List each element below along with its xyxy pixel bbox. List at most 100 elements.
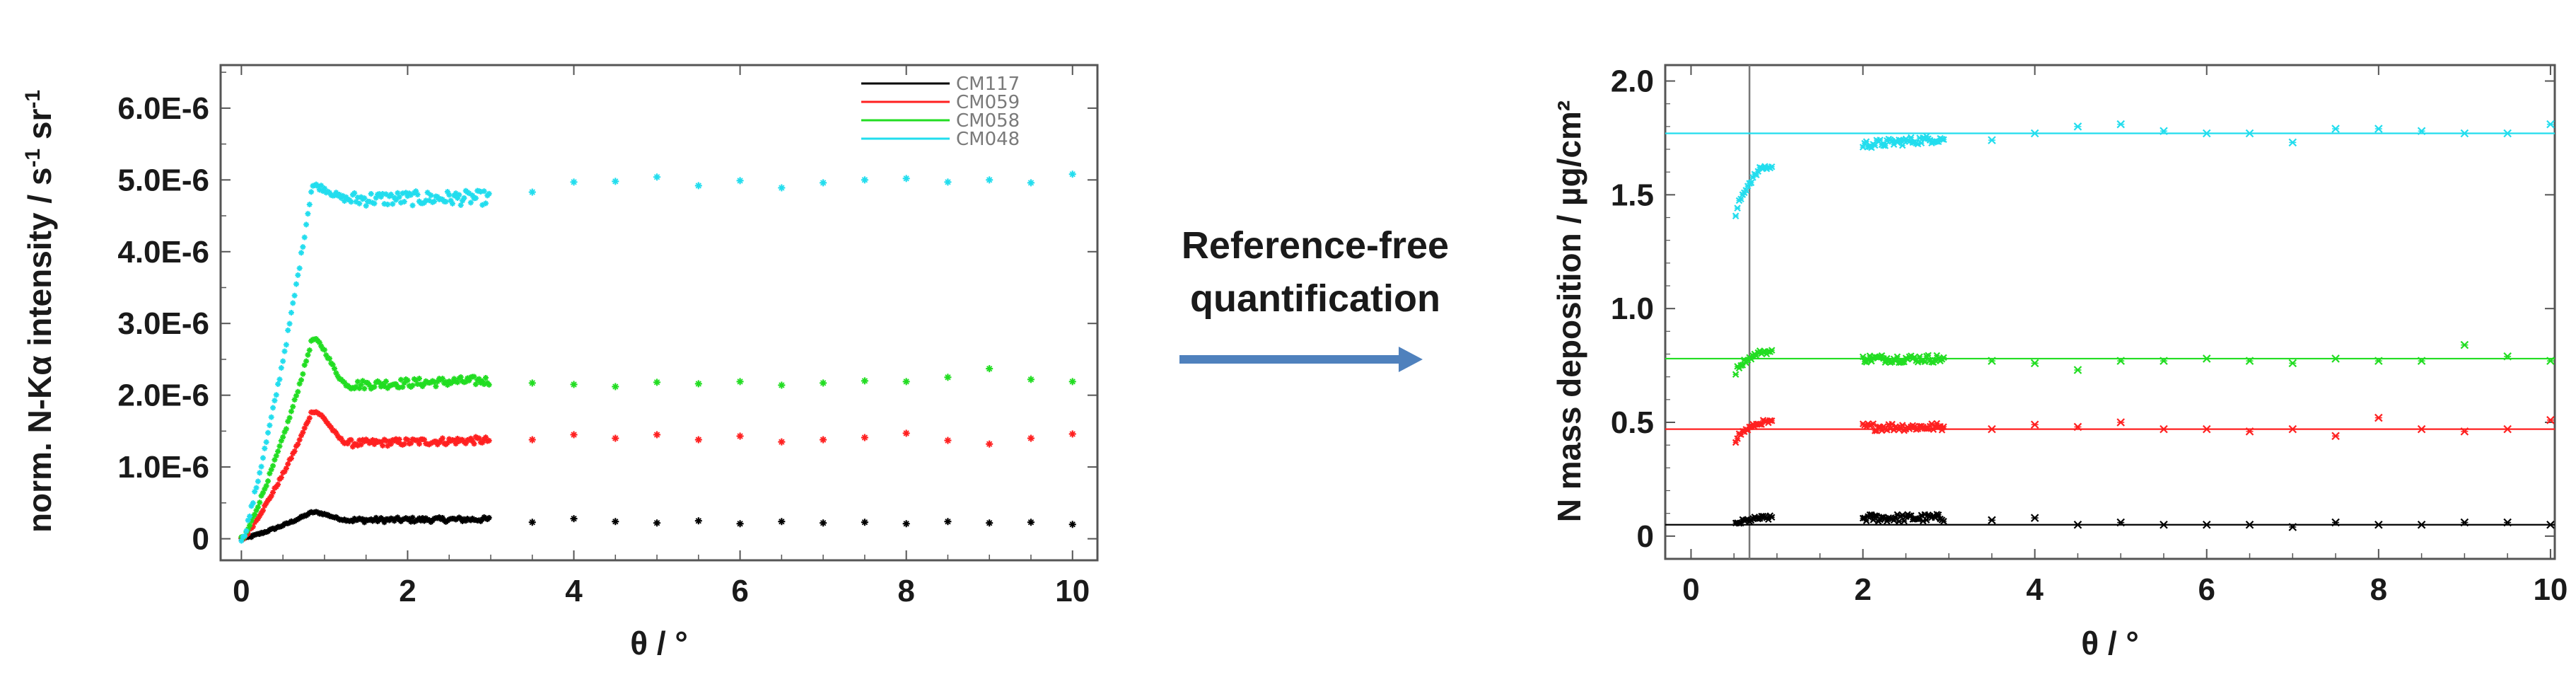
left-point-cm117-sparse <box>570 515 578 523</box>
left-point-cm059-sparse <box>902 429 910 437</box>
right-point-cm048 <box>1768 163 1776 170</box>
left-point-cm059 <box>348 436 354 443</box>
right-point-cm059 <box>1768 417 1776 424</box>
right-point-cm048 <box>1882 142 1889 149</box>
left-point-cm048 <box>456 192 462 198</box>
right-point-cm059-sparse <box>2288 424 2297 434</box>
left-point-cm048-sparse <box>778 184 786 192</box>
left-point-cm058 <box>275 449 281 455</box>
right-point-cm059 <box>1870 420 1877 427</box>
left-point-cm058 <box>398 376 404 383</box>
left-point-cm048 <box>308 189 315 195</box>
left-point-cm059 <box>278 475 284 481</box>
left-point-cm059 <box>296 436 303 443</box>
right-point-cm048 <box>1732 212 1739 220</box>
right-point-cm058 <box>1747 355 1755 363</box>
right-point-cm059-sparse <box>2160 424 2168 434</box>
left-point-cm048 <box>300 244 306 250</box>
left-point-cm048 <box>303 221 310 228</box>
left-point-cm058 <box>257 499 263 506</box>
left-point-cm059 <box>306 415 313 421</box>
left-points <box>238 170 1076 544</box>
left-point-cm058 <box>361 386 368 392</box>
left-point-cm059-sparse <box>986 440 993 448</box>
left-point-cm048 <box>409 202 416 209</box>
left-point-cm048-sparse <box>1068 170 1076 178</box>
legend-label-cm059: CM059 <box>956 92 1020 113</box>
left-point-cm048 <box>443 199 449 205</box>
left-point-cm059 <box>291 448 298 454</box>
left-point-cm059 <box>288 455 294 461</box>
left-point-cm058 <box>255 504 261 510</box>
left-point-cm058 <box>472 381 479 388</box>
left-point-cm048 <box>275 381 281 387</box>
left-point-cm048 <box>291 292 298 299</box>
right-point-cm048 <box>1940 136 1947 144</box>
left-point-cm059 <box>285 461 291 467</box>
left-y-tick-label: 4.0E-6 <box>117 235 209 270</box>
left-point-cm058 <box>404 377 411 383</box>
left-point-cm059 <box>275 481 281 487</box>
right-point-cm048-sparse <box>2374 125 2383 133</box>
right-point-cm048 <box>1753 171 1760 178</box>
left-point-cm048 <box>385 201 391 207</box>
left-point-cm117-sparse <box>1027 519 1035 526</box>
left-point-cm048-sparse <box>612 178 619 185</box>
left-point-cm048-sparse <box>694 182 702 190</box>
right-y-tick-label: 0.5 <box>1611 405 1654 440</box>
left-point-cm058-sparse <box>944 374 952 381</box>
right-points <box>1732 120 2555 531</box>
left-point-cm048-sparse <box>986 176 993 184</box>
left-point-cm058 <box>439 376 445 382</box>
right-point-cm048-sparse <box>2073 122 2082 131</box>
right-x-tick-label: 4 <box>2026 572 2044 607</box>
left-point-cm058 <box>283 426 289 432</box>
left-y-tick-label: 5.0E-6 <box>117 163 209 197</box>
left-point-cm048 <box>449 200 455 207</box>
right-point-cm058-sparse <box>2546 357 2555 365</box>
left-y-tick-label: 2.0E-6 <box>117 378 209 413</box>
right-point-cm048-sparse <box>2417 127 2426 136</box>
arrow-label-line1: Reference-free <box>1182 224 1449 267</box>
right-point-cm117-sparse <box>2460 518 2469 527</box>
right-point-cm059-sparse <box>2331 432 2340 441</box>
right-point-cm048-sparse <box>2546 120 2555 129</box>
left-point-cm048 <box>255 478 261 485</box>
left-point-cm059-sparse <box>570 431 578 439</box>
right-point-cm059 <box>1930 426 1937 433</box>
left-point-cm048 <box>283 342 289 348</box>
left-point-cm059 <box>295 441 301 447</box>
right-point-cm058-sparse <box>2460 340 2469 349</box>
left-point-cm058 <box>482 375 489 381</box>
left-point-cm058-sparse <box>902 378 910 386</box>
right-point-cm117-sparse <box>2546 520 2555 529</box>
left-point-cm059-sparse <box>736 432 744 440</box>
right-point-cm048-sparse <box>2288 138 2297 147</box>
right-y-tick-label: 1.5 <box>1611 178 1654 212</box>
right-point-cm117 <box>1940 518 1947 525</box>
left-y-tick-label: 1.0E-6 <box>117 450 209 485</box>
left-point-cm048 <box>295 272 301 278</box>
left-point-cm048 <box>368 190 374 197</box>
left-ticks <box>221 65 1097 560</box>
left-point-cm048 <box>290 300 296 306</box>
left-point-cm058 <box>300 371 306 377</box>
left-point-cm048 <box>373 195 379 201</box>
right-point-cm117-sparse <box>2160 520 2168 529</box>
left-y-label-main: norm. N-Kα intensity / s <box>21 168 58 533</box>
left-point-cm058 <box>264 478 271 485</box>
left-point-cm058-sparse <box>570 381 578 388</box>
right-point-cm058-sparse <box>2073 366 2082 374</box>
left-point-cm059 <box>486 437 492 444</box>
left-point-cm048 <box>260 455 266 461</box>
right-point-cm117 <box>1901 517 1908 525</box>
left-point-cm048 <box>276 376 283 383</box>
left-point-cm058 <box>290 403 296 410</box>
left-point-cm048 <box>280 358 286 364</box>
right-x-tick-label: 6 <box>2198 572 2215 607</box>
left-point-cm059-sparse <box>653 431 661 439</box>
right-point-cm058 <box>1768 347 1776 354</box>
left-point-cm117-sparse <box>986 519 993 527</box>
right-point-cm048 <box>1918 139 1925 147</box>
